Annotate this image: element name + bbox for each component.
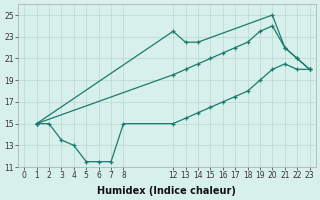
X-axis label: Humidex (Indice chaleur): Humidex (Indice chaleur) bbox=[98, 186, 236, 196]
